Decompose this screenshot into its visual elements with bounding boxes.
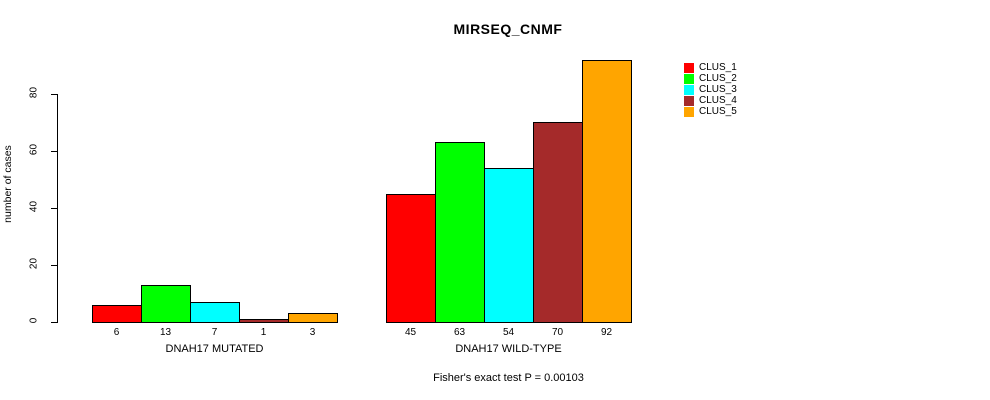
legend-swatch-clus-3-icon — [684, 84, 694, 95]
x-axis-group-label-mutated: DNAH17 MUTATED — [165, 343, 264, 355]
y-tick-label: 40 — [28, 200, 40, 213]
y-tick — [51, 208, 57, 209]
bar-clus_3-group2 — [484, 168, 534, 323]
y-axis-label: number of cases — [2, 145, 14, 223]
chart-title: MIRSEQ_CNMF — [453, 21, 563, 37]
y-tick-label: 80 — [28, 86, 40, 99]
legend-item-clus-3: CLUS_3 — [684, 84, 737, 95]
y-tick — [51, 94, 57, 95]
bar-clus_4-group1 — [239, 319, 289, 323]
bar-value-label: 13 — [159, 327, 172, 338]
bar-value-label: 54 — [502, 327, 515, 338]
bar-clus_5-group2 — [582, 60, 632, 323]
legend-swatch-clus-4-icon — [684, 95, 694, 106]
legend: CLUS_1 CLUS_2 CLUS_3 CLUS_4 CLUS_5 — [684, 62, 737, 117]
y-tick-label: 0 — [28, 317, 40, 324]
y-tick — [51, 151, 57, 152]
legend-item-clus-2: CLUS_2 — [684, 73, 737, 84]
bar-value-label: 3 — [309, 327, 316, 338]
legend-item-clus-4: CLUS_4 — [684, 95, 737, 106]
bar-value-label: 45 — [404, 327, 417, 338]
bar-clus_1-group2 — [386, 194, 436, 323]
bar-clus_5-group1 — [288, 313, 338, 323]
legend-label-clus-2: CLUS_2 — [699, 73, 737, 84]
legend-swatch-clus-5-icon — [684, 106, 694, 117]
legend-swatch-clus-2-icon — [684, 73, 694, 84]
legend-label-clus-5: CLUS_5 — [699, 106, 737, 117]
bar-value-label: 70 — [551, 327, 564, 338]
y-tick — [51, 265, 57, 266]
legend-swatch-clus-1-icon — [684, 62, 694, 73]
bar-value-label: 63 — [453, 327, 466, 338]
bar-clus_2-group1 — [141, 285, 191, 323]
x-axis-group-label-wild-type: DNAH17 WILD-TYPE — [455, 343, 562, 355]
legend-item-clus-5: CLUS_5 — [684, 106, 737, 117]
bar-clus_4-group2 — [533, 122, 583, 323]
legend-item-clus-1: CLUS_1 — [684, 62, 737, 73]
bar-clus_2-group2 — [435, 142, 485, 323]
bar-value-label: 92 — [600, 327, 613, 338]
y-tick — [51, 322, 57, 323]
bar-clus_1-group1 — [92, 305, 142, 323]
bar-value-label: 7 — [211, 327, 218, 338]
bar-value-label: 1 — [260, 327, 267, 338]
bar-value-label: 6 — [113, 327, 120, 338]
fisher-test-annotation: Fisher's exact test P = 0.00103 — [433, 372, 584, 384]
legend-label-clus-4: CLUS_4 — [699, 95, 737, 106]
legend-label-clus-1: CLUS_1 — [699, 62, 737, 73]
y-axis-line — [57, 94, 58, 323]
legend-label-clus-3: CLUS_3 — [699, 84, 737, 95]
y-tick-label: 60 — [28, 143, 40, 156]
y-tick-label: 20 — [28, 257, 40, 270]
bar-clus_3-group1 — [190, 302, 240, 323]
